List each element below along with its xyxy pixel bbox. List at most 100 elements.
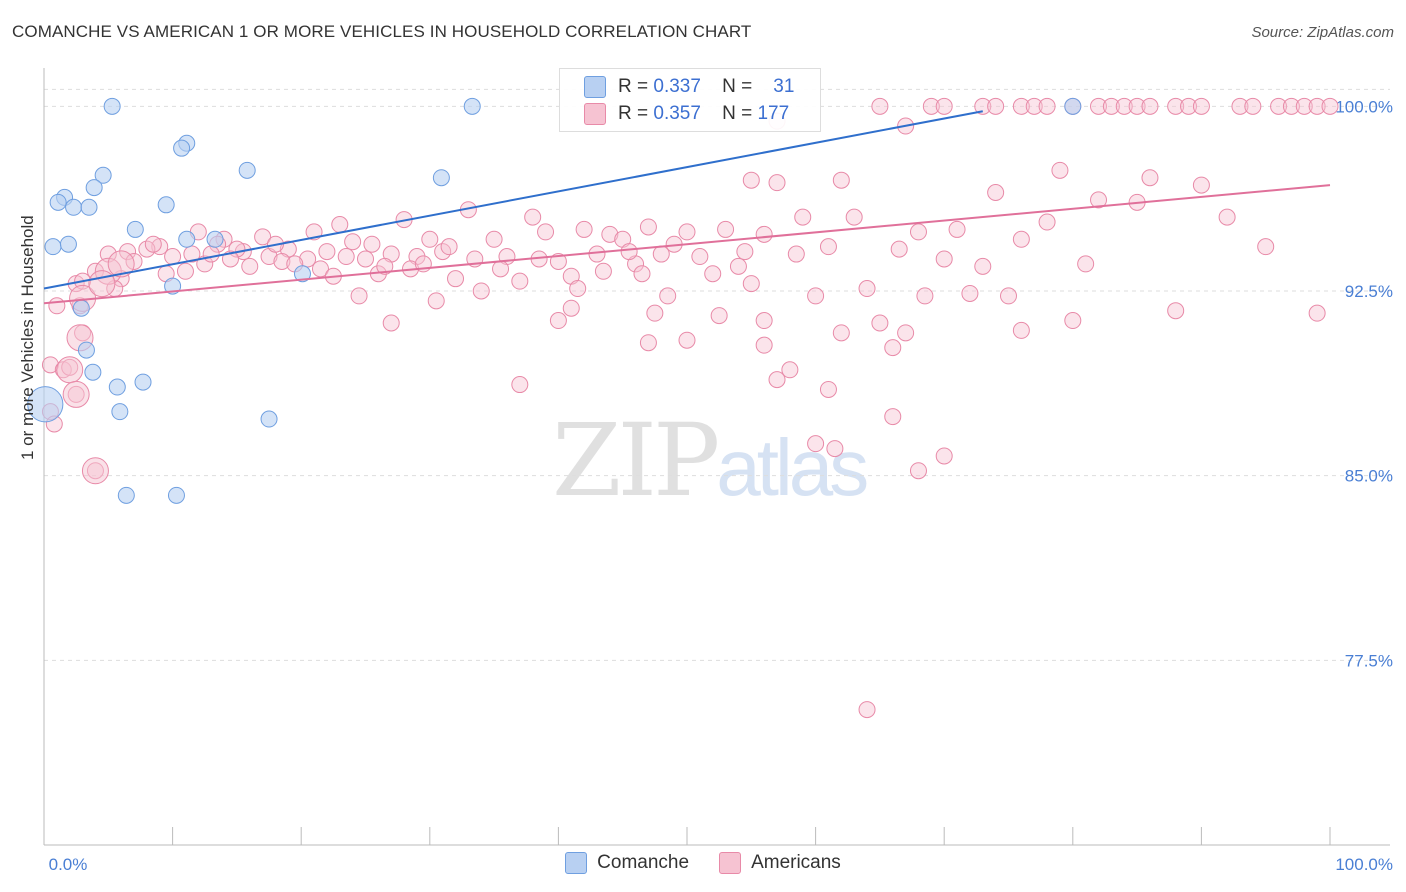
americans-point bbox=[1077, 255, 1095, 273]
americans-point bbox=[594, 262, 612, 280]
americans-point bbox=[961, 284, 979, 302]
legend-row-comanche: R = 0.337 N = 31 bbox=[584, 74, 794, 100]
americans-point bbox=[1257, 238, 1275, 256]
watermark-atlas: atlas bbox=[716, 423, 869, 512]
americans-point bbox=[1115, 97, 1133, 115]
americans-point bbox=[1321, 97, 1339, 115]
comanche-point bbox=[72, 299, 90, 317]
comanche-point bbox=[238, 161, 256, 179]
legend-label-americans: Americans bbox=[751, 852, 841, 873]
americans-point bbox=[588, 245, 606, 263]
americans-point bbox=[299, 250, 317, 268]
americans-point bbox=[472, 282, 490, 300]
legend-swatch-americans bbox=[719, 852, 742, 874]
americans-point bbox=[974, 97, 992, 115]
americans-point bbox=[729, 257, 747, 275]
americans-point bbox=[717, 220, 735, 238]
americans-point bbox=[1192, 176, 1210, 194]
americans-point bbox=[858, 701, 876, 719]
stats-legend: R = 0.337 N = 31 R = 0.357 N = 177 bbox=[559, 68, 821, 132]
americans-point bbox=[81, 457, 109, 485]
americans-point bbox=[832, 324, 850, 342]
americans-point bbox=[710, 307, 728, 325]
comanche-point bbox=[49, 193, 67, 211]
americans-point bbox=[704, 265, 722, 283]
comanche-point bbox=[463, 97, 481, 115]
comanche-point bbox=[173, 139, 191, 157]
americans-point bbox=[569, 280, 587, 298]
americans-point bbox=[935, 97, 953, 115]
comanche-point bbox=[111, 403, 129, 421]
americans-point bbox=[1064, 312, 1082, 330]
americans-point bbox=[1270, 97, 1288, 115]
americans-point bbox=[755, 336, 773, 354]
americans-point bbox=[575, 220, 593, 238]
comanche-point bbox=[1064, 97, 1082, 115]
watermark-zip: ZIP bbox=[552, 402, 720, 519]
comanche-point bbox=[134, 373, 152, 391]
americans-point bbox=[1051, 161, 1069, 179]
americans-point bbox=[1231, 97, 1249, 115]
americans-point bbox=[107, 250, 135, 278]
comanche-point bbox=[94, 166, 112, 184]
americans-point bbox=[807, 287, 825, 305]
legend-n-value: 177 bbox=[757, 103, 790, 124]
americans-point bbox=[948, 220, 966, 238]
americans-point bbox=[56, 356, 84, 384]
watermark: ZIPatlas bbox=[552, 402, 869, 519]
americans-point bbox=[1038, 97, 1056, 115]
americans-point bbox=[909, 462, 927, 480]
americans-point bbox=[549, 312, 567, 330]
x-tick-label: 100.0% bbox=[1335, 855, 1393, 874]
americans-point bbox=[1128, 97, 1146, 115]
americans-point bbox=[1025, 97, 1043, 115]
americans-point bbox=[1102, 97, 1120, 115]
americans-point bbox=[311, 260, 329, 278]
comanche-point bbox=[59, 235, 77, 253]
americans-point bbox=[273, 252, 291, 270]
americans-point bbox=[884, 408, 902, 426]
americans-point bbox=[1141, 97, 1159, 115]
comanche-point bbox=[27, 386, 64, 423]
comanche-point bbox=[167, 486, 185, 504]
legend-swatch-comanche bbox=[565, 852, 588, 874]
americans-point bbox=[736, 243, 754, 261]
americans-point bbox=[1282, 97, 1300, 115]
americans-point bbox=[1141, 169, 1159, 187]
americans-point bbox=[241, 257, 259, 275]
americans-point bbox=[646, 304, 664, 322]
americans-point bbox=[909, 223, 927, 241]
americans-point bbox=[845, 208, 863, 226]
americans-point bbox=[871, 314, 889, 332]
americans-point bbox=[318, 243, 336, 261]
americans-point bbox=[768, 371, 786, 389]
comanche-point bbox=[126, 220, 144, 238]
legend-r-value: 0.357 bbox=[653, 103, 701, 124]
americans-point bbox=[884, 339, 902, 357]
legend-swatch-pink bbox=[584, 103, 606, 125]
comanche-point bbox=[84, 363, 102, 381]
americans-point bbox=[807, 435, 825, 453]
x-tick-label: 0.0% bbox=[49, 855, 88, 874]
americans-point bbox=[164, 248, 182, 266]
legend-r-label: R = bbox=[618, 76, 649, 97]
americans-point bbox=[678, 223, 696, 241]
americans-point bbox=[447, 270, 465, 288]
americans-point bbox=[768, 174, 786, 192]
americans-point bbox=[421, 230, 439, 248]
americans-point bbox=[511, 376, 529, 394]
legend-row-americans: R = 0.357 N = 177 bbox=[584, 101, 789, 127]
americans-point bbox=[337, 248, 355, 266]
americans-point bbox=[1012, 230, 1030, 248]
comanche-point bbox=[80, 198, 98, 216]
americans-point bbox=[890, 240, 908, 258]
americans-point bbox=[382, 314, 400, 332]
americans-point bbox=[858, 280, 876, 298]
americans-point bbox=[742, 275, 760, 293]
americans-point bbox=[1244, 97, 1262, 115]
americans-point bbox=[350, 287, 368, 305]
americans-point bbox=[1167, 302, 1185, 320]
americans-point bbox=[376, 257, 394, 275]
americans-point bbox=[691, 248, 709, 266]
americans-point bbox=[755, 225, 773, 243]
